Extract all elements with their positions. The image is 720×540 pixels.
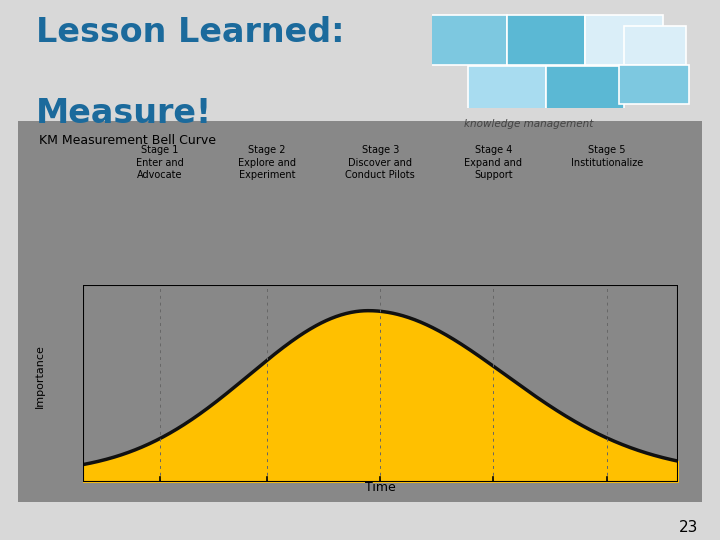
Text: Stage 2
Explore and
Experiment: Stage 2 Explore and Experiment (238, 145, 296, 180)
Text: Lesson Learned:: Lesson Learned: (36, 16, 344, 49)
Text: Measure!: Measure! (36, 97, 212, 130)
Text: KM Measurement Bell Curve: KM Measurement Bell Curve (39, 134, 215, 147)
FancyBboxPatch shape (618, 65, 688, 104)
Text: Stage 1
Enter and
Advocate: Stage 1 Enter and Advocate (136, 145, 184, 180)
Text: 23: 23 (679, 519, 698, 535)
Text: Importance: Importance (35, 344, 45, 408)
FancyBboxPatch shape (546, 66, 624, 109)
Text: Time: Time (365, 481, 396, 494)
Text: knowledge management: knowledge management (464, 119, 594, 129)
Text: Stage 4
Expand and
Support: Stage 4 Expand and Support (464, 145, 523, 180)
FancyBboxPatch shape (429, 15, 507, 65)
FancyBboxPatch shape (468, 66, 546, 109)
FancyBboxPatch shape (624, 26, 686, 65)
FancyBboxPatch shape (507, 15, 585, 65)
Text: Stage 5
Institutionalize: Stage 5 Institutionalize (570, 145, 643, 167)
FancyBboxPatch shape (585, 15, 662, 65)
Text: Stage 3
Discover and
Conduct Pilots: Stage 3 Discover and Conduct Pilots (346, 145, 415, 180)
